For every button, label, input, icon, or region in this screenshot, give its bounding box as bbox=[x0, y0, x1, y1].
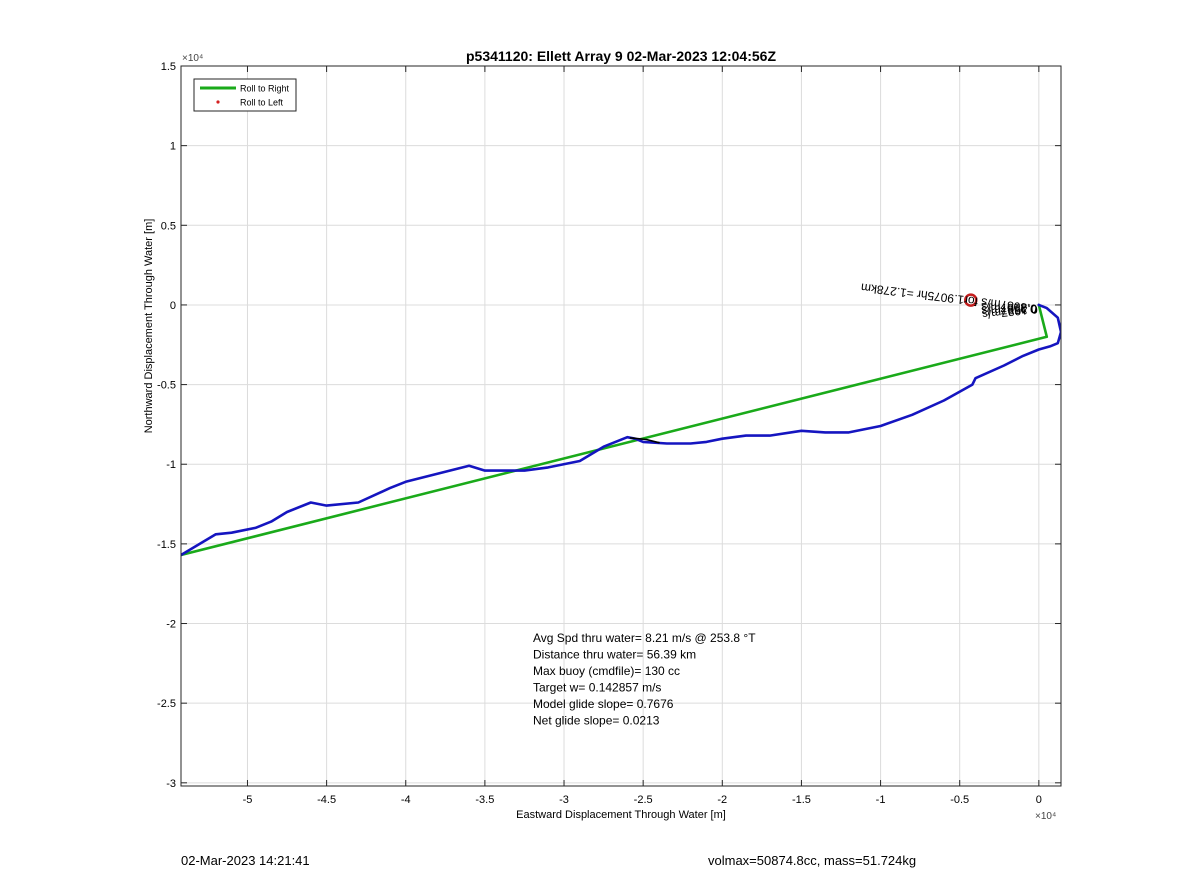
legend-label: Roll to Left bbox=[240, 98, 284, 108]
series-line-1 bbox=[181, 303, 1061, 557]
annotation-text-3: 0.2187m/s bbox=[981, 300, 1038, 316]
series-group bbox=[181, 303, 1061, 557]
legend: Roll to Right Roll to Left bbox=[193, 78, 297, 112]
stats-line: Distance thru water= 56.39 km bbox=[533, 648, 696, 662]
annotation-text-2: 0.4587m/s bbox=[981, 302, 1038, 318]
y-tick-label: 0 bbox=[170, 300, 176, 312]
y-tick-label: -3 bbox=[166, 778, 176, 790]
marker-open-circle-0 bbox=[964, 293, 978, 307]
chart-title: p5341120: Ellett Array 9 02-Mar-2023 12:… bbox=[466, 48, 776, 64]
plot-area bbox=[181, 66, 1061, 786]
stats-line: Max buoy (cmdfile)= 130 cc bbox=[533, 664, 680, 678]
x-tick-label: -5 bbox=[243, 794, 253, 806]
stats-line: Target w= 0.142857 m/s bbox=[533, 681, 661, 695]
x-tick-label: -1.5 bbox=[792, 794, 811, 806]
footer-timestamp: 02-Mar-2023 14:21:41 bbox=[181, 853, 310, 868]
series-line-0 bbox=[181, 303, 1049, 557]
x-tick-label: -3.5 bbox=[475, 794, 494, 806]
y-tick-label: 1 bbox=[170, 141, 176, 153]
y-tick-label: -1 bbox=[166, 459, 176, 471]
y-tick-label: 0.5 bbox=[161, 220, 176, 232]
legend-label: Roll to Right bbox=[240, 84, 290, 94]
x-tick-label: -1 bbox=[876, 794, 886, 806]
series-line-2 bbox=[629, 437, 660, 444]
x-tick-label: -4.5 bbox=[317, 794, 336, 806]
y-tick-label: -1.5 bbox=[157, 539, 176, 551]
x-tick-label: 0 bbox=[1036, 794, 1042, 806]
x-tick-label: -3 bbox=[559, 794, 569, 806]
x-tick-label: -4 bbox=[401, 794, 411, 806]
legend-dot-swatch bbox=[216, 100, 220, 104]
x-axis-label: Eastward Displacement Through Water [m] bbox=[516, 809, 726, 821]
annotation-text-1: 0.1087m/s bbox=[981, 302, 1038, 322]
stats-line: Model glide slope= 0.7676 bbox=[533, 697, 674, 711]
x-tick-label: -2 bbox=[717, 794, 727, 806]
stats-line: Net glide slope= 0.0213 bbox=[533, 714, 660, 728]
axes-box bbox=[180, 65, 1062, 787]
y-tick-label: -2.5 bbox=[157, 698, 176, 710]
y-tick-label: 1.5 bbox=[161, 61, 176, 73]
x-exponent-label: ×10⁴ bbox=[1035, 811, 1056, 822]
stats-line: Avg Spd thru water= 8.21 m/s @ 253.8 °T bbox=[533, 631, 756, 645]
y-axis-label: Northward Displacement Through Water [m] bbox=[143, 219, 155, 434]
x-tick-label: -2.5 bbox=[634, 794, 653, 806]
y-exponent-label: ×10⁴ bbox=[182, 53, 203, 64]
y-tick-label: -2 bbox=[166, 619, 176, 631]
footer-volmax-mass: volmax=50874.8cc, mass=51.724kg bbox=[708, 853, 917, 868]
legend-box bbox=[193, 78, 297, 112]
y-tick-label: -0.5 bbox=[157, 380, 176, 392]
x-tick-label: -0.5 bbox=[950, 794, 969, 806]
